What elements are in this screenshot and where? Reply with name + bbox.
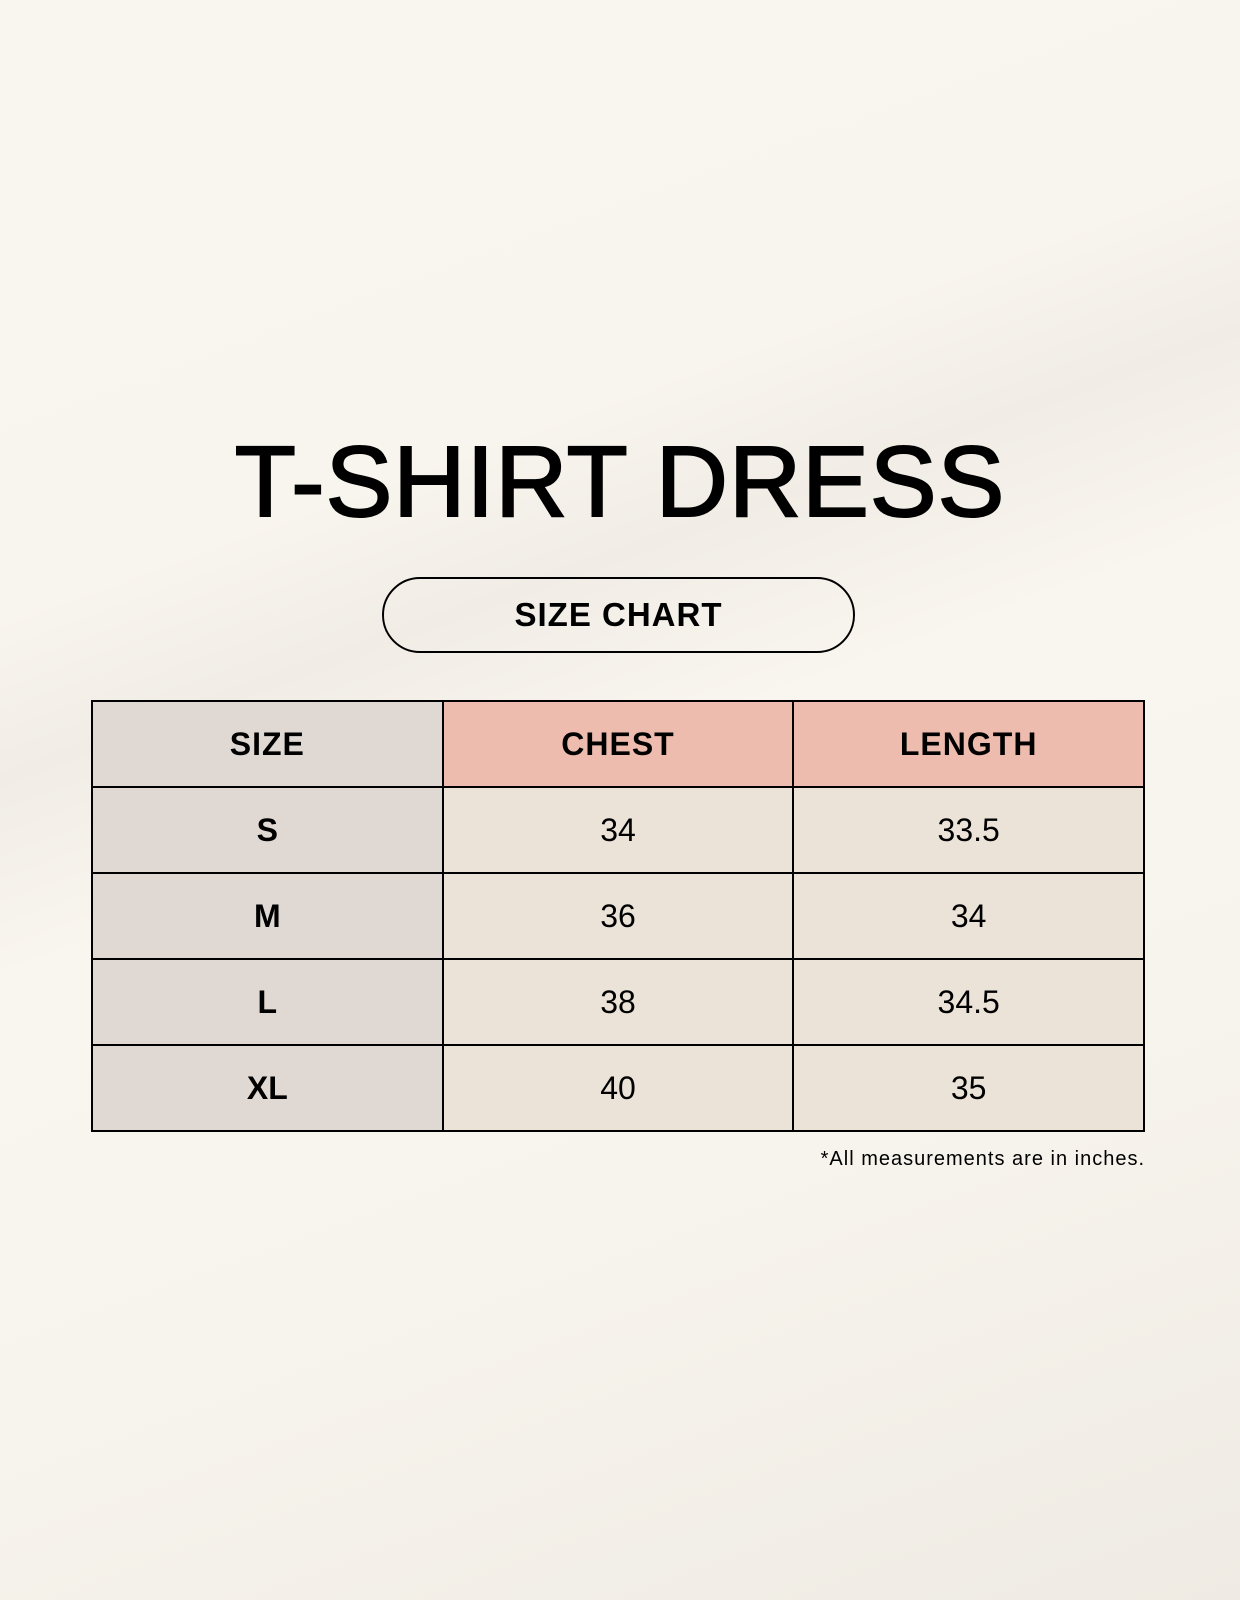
chest-cell: 38 [441,958,795,1046]
header-chest: CHEST [441,700,795,788]
length-cell: 34.5 [792,958,1145,1046]
chest-cell: 36 [441,872,795,960]
size-cell: XL [91,1044,444,1132]
length-cell: 33.5 [792,786,1145,874]
table-row: M 36 34 [91,872,1145,960]
length-cell: 35 [792,1044,1145,1132]
length-cell: 34 [792,872,1145,960]
table-row: XL 40 35 [91,1044,1145,1132]
table-row: L 38 34.5 [91,958,1145,1046]
size-cell: S [91,786,444,874]
measurement-note: *All measurements are in inches. [820,1148,1145,1170]
chest-cell: 40 [441,1044,795,1132]
size-chart-label: SIZE CHART [382,577,855,653]
table-row: S 34 33.5 [91,786,1145,874]
size-table: SIZE CHEST LENGTH S 34 33.5 M 36 34 L 38… [91,700,1145,1132]
page-title: T-SHIRT DRESS [234,425,1006,539]
header-length: LENGTH [792,700,1145,788]
header-size: SIZE [91,700,444,788]
chest-cell: 34 [441,786,795,874]
size-cell: L [91,958,444,1046]
table-header-row: SIZE CHEST LENGTH [91,700,1145,788]
size-cell: M [91,872,444,960]
